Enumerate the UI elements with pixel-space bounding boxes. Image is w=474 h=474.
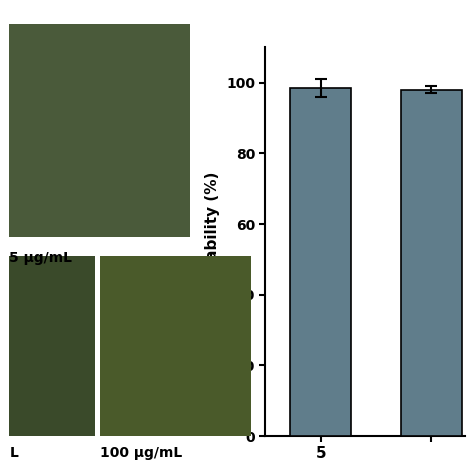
Text: 5 μg/mL: 5 μg/mL — [9, 251, 73, 265]
Text: 100 μg/mL: 100 μg/mL — [100, 446, 182, 460]
Bar — [290, 88, 351, 436]
Y-axis label: Cell viability (%): Cell viability (%) — [205, 172, 220, 312]
Bar — [401, 90, 462, 436]
Text: L: L — [9, 446, 18, 460]
